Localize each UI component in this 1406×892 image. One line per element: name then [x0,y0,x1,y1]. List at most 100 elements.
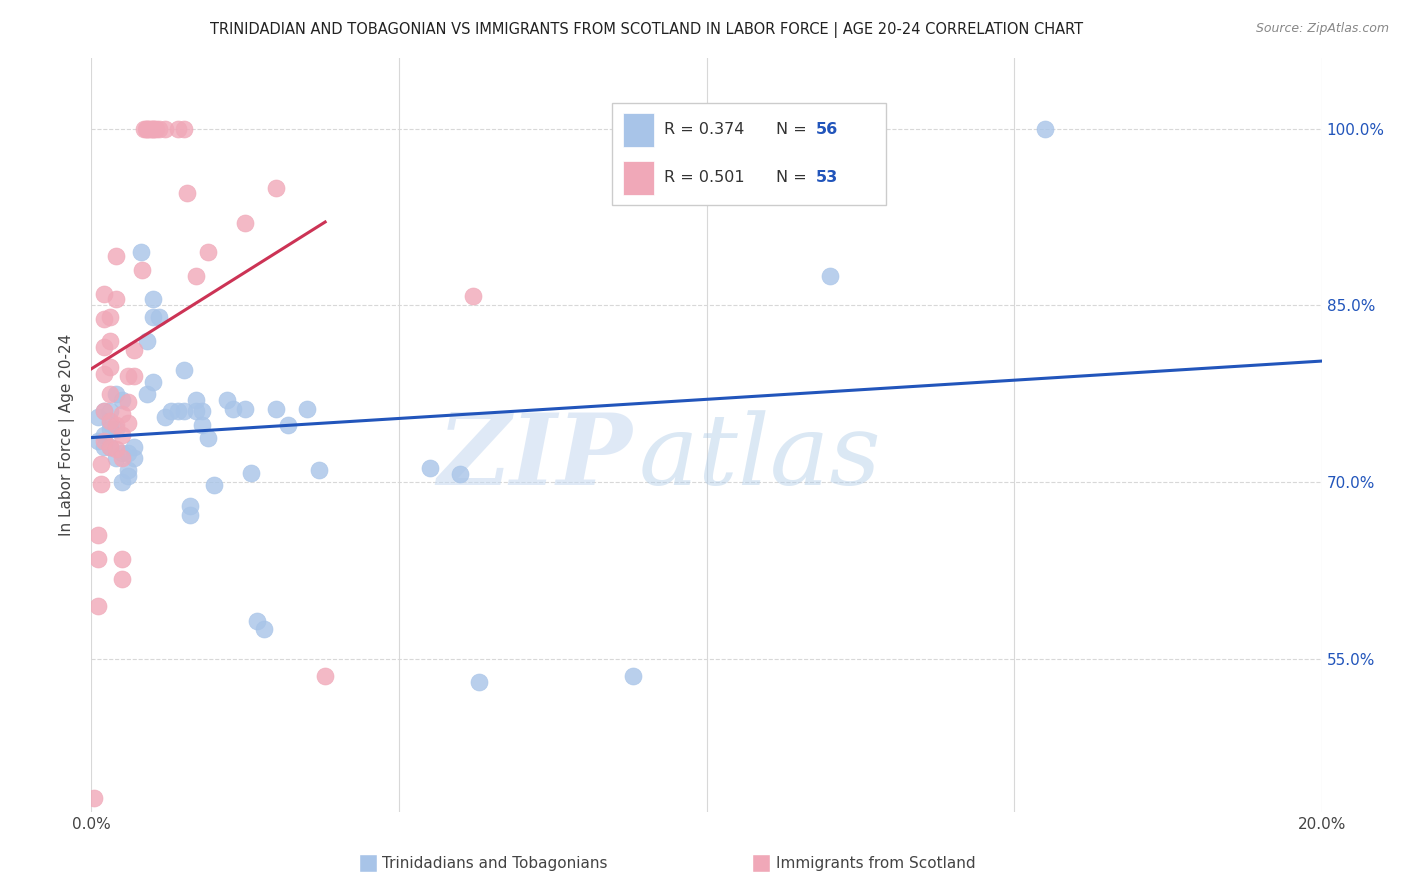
Point [98,334,121,348]
Point [1033,121,1056,136]
Point [93,434,115,448]
Point [111,445,134,459]
Point [264,180,287,194]
Point [117,395,139,409]
Point [166,404,188,418]
Point [132,121,155,136]
Text: R = 0.374: R = 0.374 [664,122,744,137]
Point [135,334,157,348]
Point [197,245,219,260]
Point [246,614,269,628]
Point [93,312,115,326]
Point [179,508,201,522]
Point [142,293,165,307]
Point [139,121,162,136]
Point [131,263,153,277]
Point [111,551,134,566]
Point [173,404,195,418]
Text: 53: 53 [815,170,838,185]
Point [86,434,108,448]
Point [105,442,127,456]
Point [191,404,214,418]
Point [98,440,121,454]
Point [111,451,134,466]
Text: N =: N = [776,170,807,185]
Point [142,375,165,389]
Point [93,428,115,442]
Point [90,458,112,472]
Point [98,310,121,324]
Point [240,466,263,480]
Point [93,367,115,381]
Point [153,410,177,425]
Point [98,414,121,428]
Text: TRINIDADIAN AND TOBAGONIAN VS IMMIGRANTS FROM SCOTLAND IN LABOR FORCE | AGE 20-2: TRINIDADIAN AND TOBAGONIAN VS IMMIGRANTS… [211,22,1083,38]
Point [117,463,139,477]
Point [818,268,841,283]
Point [179,499,201,513]
Point [93,286,115,301]
Point [184,392,207,407]
Point [184,404,207,418]
FancyBboxPatch shape [359,854,377,872]
Point [105,451,127,466]
Point [148,121,170,136]
Point [124,368,146,383]
Text: N =: N = [776,122,807,137]
Point [86,528,108,542]
Point [98,359,121,374]
Point [621,669,644,683]
Point [141,121,163,136]
Point [117,416,139,430]
Point [93,404,115,418]
Point [98,416,121,430]
Point [129,245,152,260]
Point [83,790,105,805]
Point [253,622,276,636]
Point [308,463,330,477]
Point [135,121,156,136]
Point [314,669,336,683]
Point [277,418,299,433]
Text: 56: 56 [815,122,838,137]
Point [295,401,318,416]
Point [222,401,245,416]
Text: Immigrants from Scotland: Immigrants from Scotland [776,856,976,871]
Text: Source: ZipAtlas.com: Source: ZipAtlas.com [1256,22,1389,36]
Point [93,404,115,418]
FancyBboxPatch shape [752,854,770,872]
Point [105,418,127,433]
Point [215,392,238,407]
Point [105,422,127,436]
Point [173,121,195,136]
Point [117,469,139,483]
Point [124,440,146,454]
Point [449,467,471,481]
Point [86,599,108,613]
Point [461,289,484,303]
Text: ZIP: ZIP [437,409,633,506]
FancyBboxPatch shape [623,113,654,146]
Point [86,410,108,425]
Point [184,268,207,283]
Point [111,475,134,489]
Point [264,401,287,416]
Point [117,368,139,383]
Point [98,440,121,454]
Point [136,121,159,136]
Point [202,478,225,492]
Point [160,404,183,418]
Point [142,310,165,324]
Y-axis label: In Labor Force | Age 20-24: In Labor Force | Age 20-24 [59,334,76,536]
Point [135,386,157,401]
Point [468,675,491,690]
Point [111,572,134,586]
Point [98,386,121,401]
Text: atlas: atlas [638,409,882,505]
Point [176,186,198,201]
Point [148,310,170,324]
Point [233,401,256,416]
Point [90,477,112,491]
Point [93,339,115,353]
Text: Trinidadians and Tobagonians: Trinidadians and Tobagonians [382,856,607,871]
